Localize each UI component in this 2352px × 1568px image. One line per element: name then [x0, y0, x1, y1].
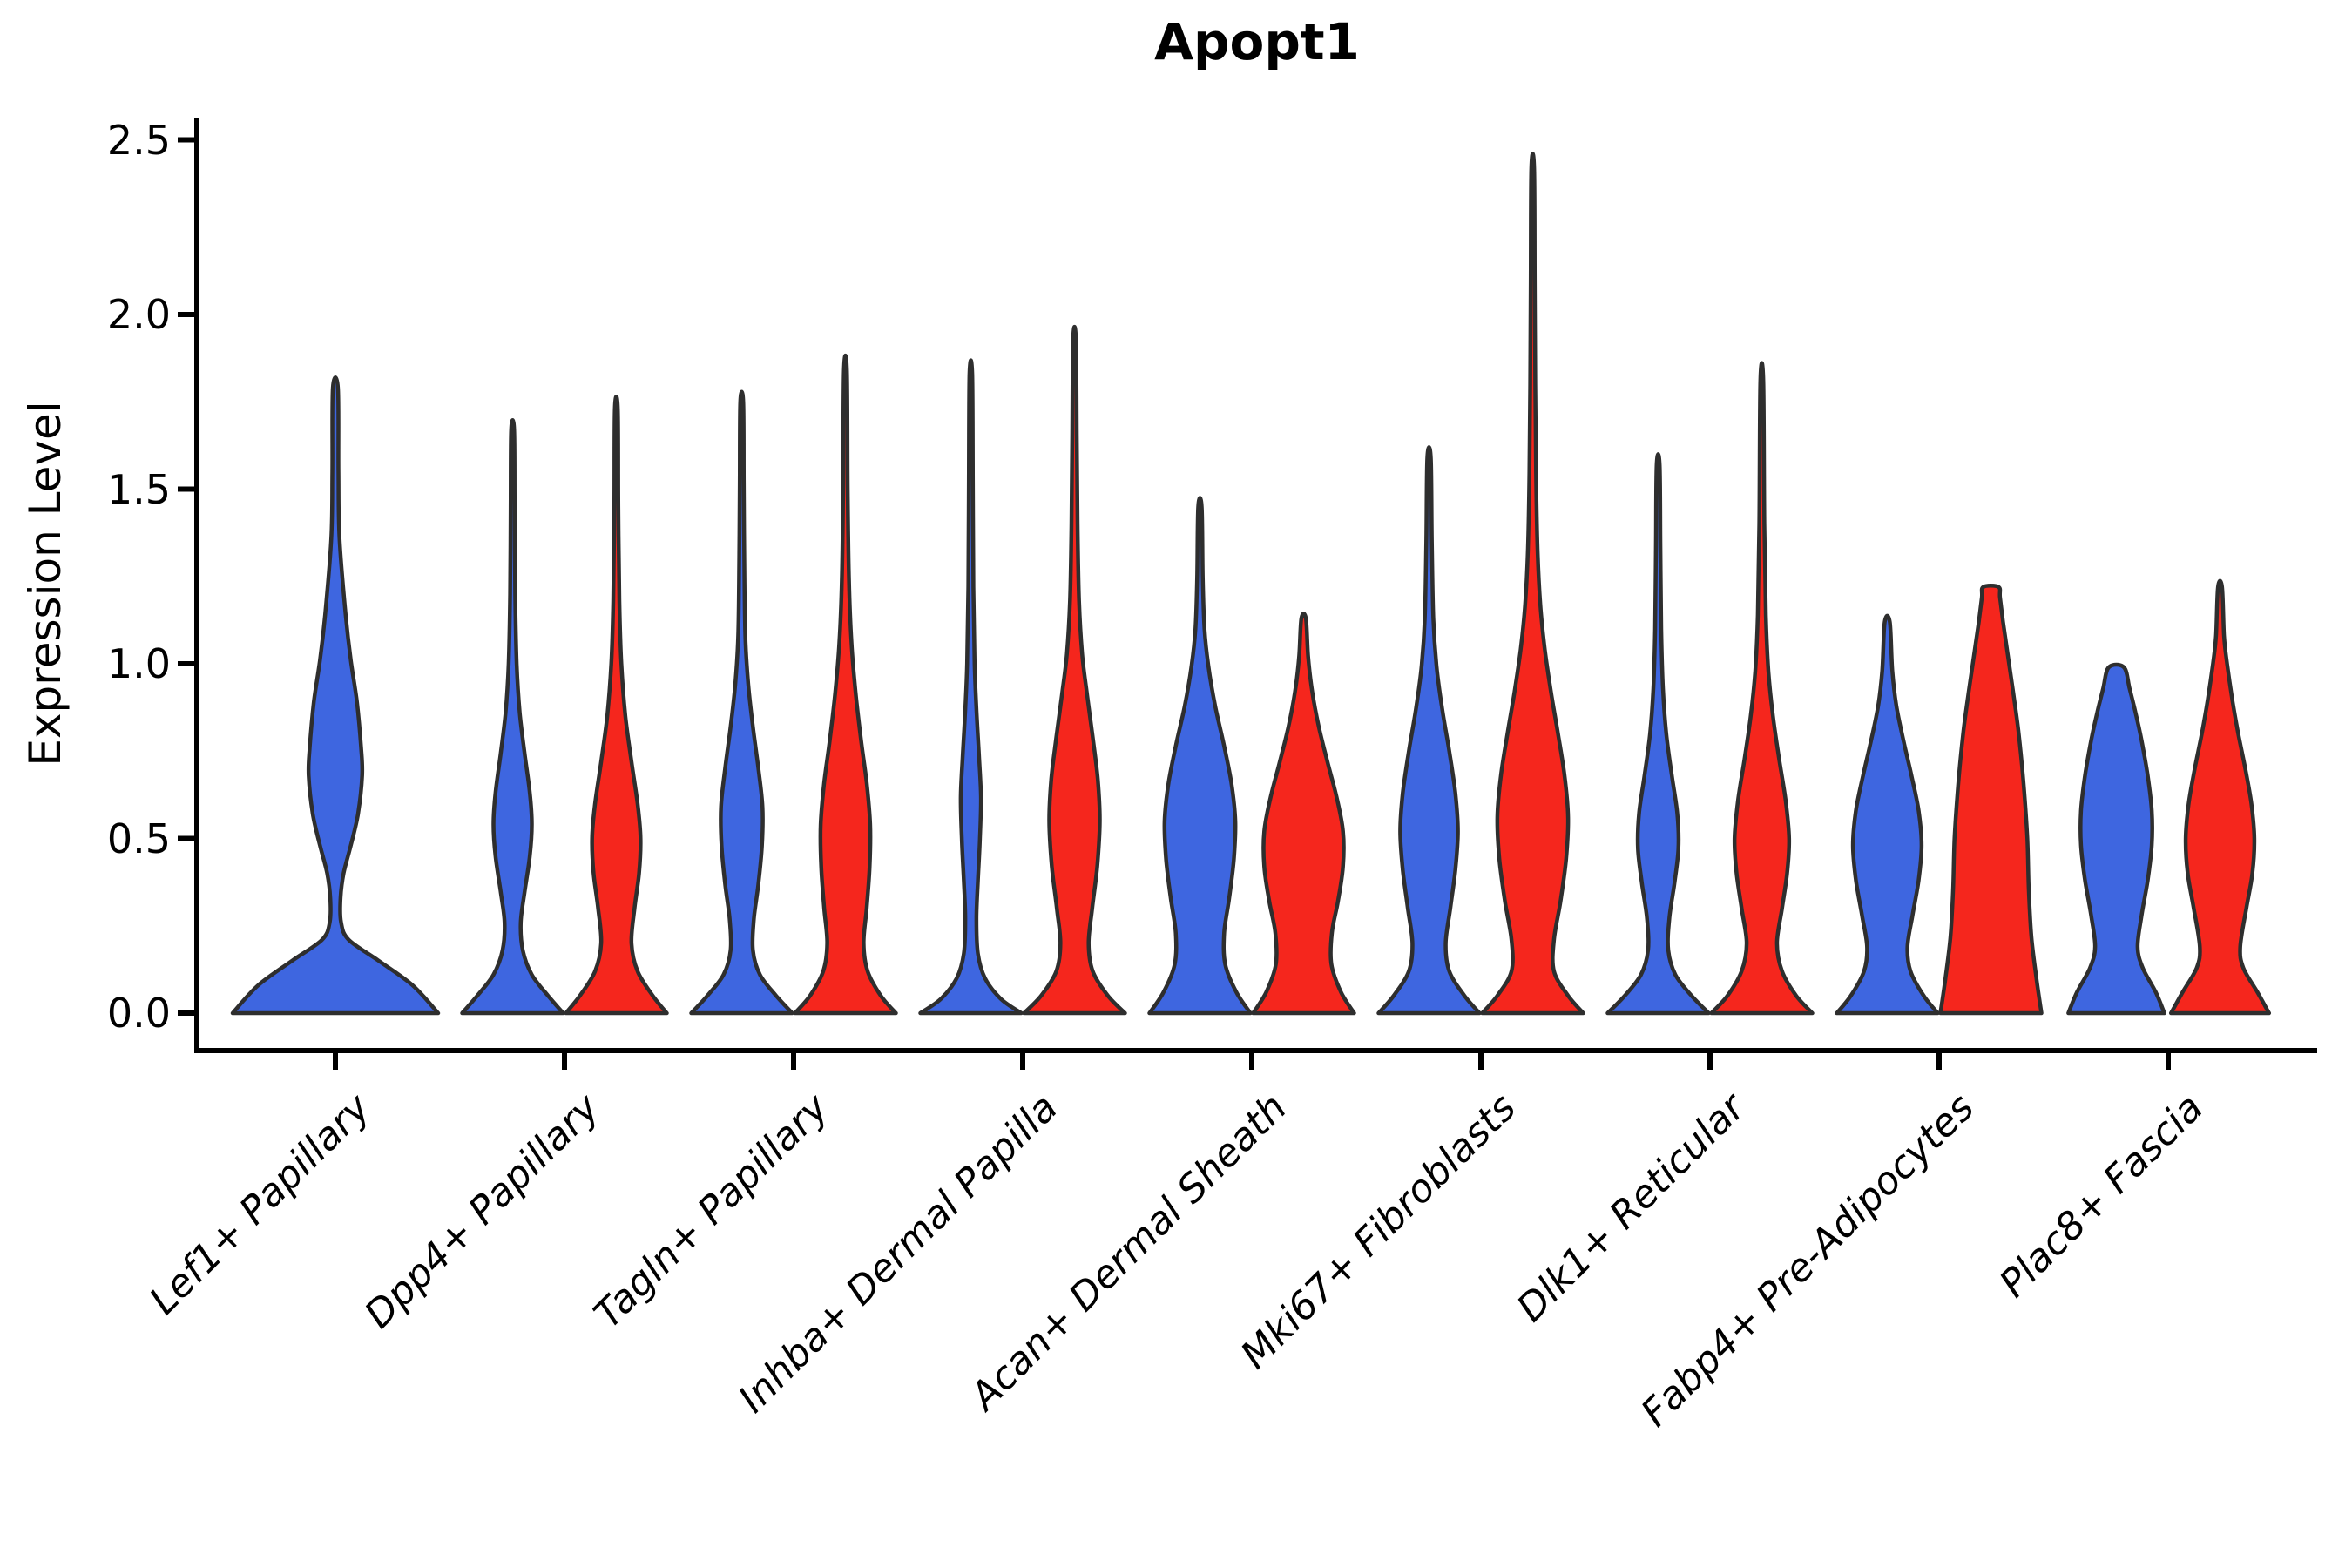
violin-red-plac8-fascia — [2168, 578, 2272, 1016]
violin-blue-fabp4-pre-adipocytes — [1835, 613, 1940, 1016]
violin-red-dpp4-papillary — [564, 395, 669, 1016]
y-tick-label: 1.5 — [106, 465, 171, 513]
violin-red-acan-dermal-sheath — [1251, 612, 1356, 1016]
violin-blue-tagln-papillary — [689, 389, 794, 1016]
y-tick-label: 2.5 — [106, 116, 171, 164]
violin-red-mki67-fibroblasts — [1480, 152, 1585, 1016]
violin-red-inhba-dermal-papilla — [1022, 324, 1127, 1016]
y-axis-title: Expression Level — [20, 401, 71, 767]
violin-blue-acan-dermal-sheath — [1147, 496, 1253, 1016]
violin-blue-dlk1-reticular — [1605, 452, 1711, 1016]
violin-red-tagln-papillary — [793, 353, 898, 1016]
violin-red-fabp4-pre-adipocytes — [1938, 584, 2044, 1016]
violin-blue-mki67-fibroblasts — [1376, 445, 1482, 1016]
violin-blue-lef1-papillary — [230, 375, 441, 1016]
y-tick-label: 0.0 — [106, 990, 171, 1037]
y-tick-label: 0.5 — [106, 814, 171, 862]
violin-blue-plac8-fascia — [2066, 662, 2166, 1016]
y-tick-label: 1.0 — [106, 640, 171, 687]
violin-blue-inhba-dermal-papilla — [918, 358, 1024, 1016]
chart-title: Apopt1 — [1154, 12, 1360, 71]
violin-blue-dpp4-papillary — [460, 418, 565, 1016]
violin-red-dlk1-reticular — [1709, 361, 1815, 1016]
y-tick-label: 2.0 — [106, 291, 171, 338]
